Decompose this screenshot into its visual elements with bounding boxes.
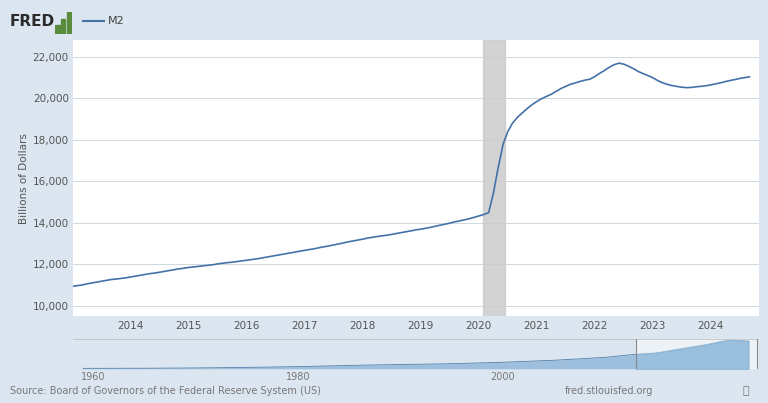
Bar	[55, 25, 59, 34]
Text: M2: M2	[108, 16, 124, 26]
Bar	[61, 19, 65, 34]
Text: FRED: FRED	[10, 14, 55, 29]
Text: Source: Board of Governors of the Federal Reserve System (US): Source: Board of Governors of the Federa…	[10, 386, 321, 396]
Y-axis label: Billions of Dollars: Billions of Dollars	[18, 133, 28, 224]
Text: ⛶: ⛶	[742, 386, 749, 396]
Bar	[636, 339, 757, 369]
Bar	[67, 12, 71, 34]
Bar	[483, 40, 505, 316]
Text: fred.stlouisfed.org: fred.stlouisfed.org	[564, 386, 653, 396]
